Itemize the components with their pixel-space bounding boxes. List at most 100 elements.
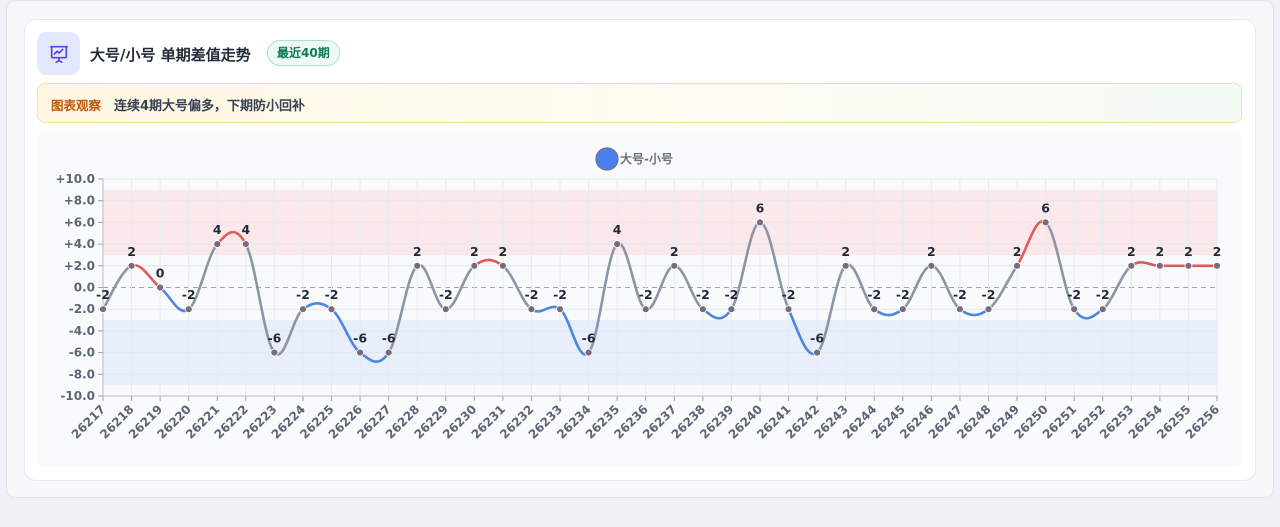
data-label: 2 [1156,244,1165,259]
data-label: -2 [1096,287,1110,302]
data-point [813,348,822,357]
data-point [584,348,593,357]
data-label: 2 [413,244,422,259]
data-label: 2 [670,244,679,259]
data-point [299,305,307,314]
data-point [213,240,222,248]
data-point [470,261,479,270]
data-label: -2 [325,287,339,302]
data-label: 4 [213,222,222,237]
legend-swatch [595,147,619,171]
series-line-segment [301,301,333,311]
y-tick-label: +10.0 [55,172,95,186]
series-line-segment [958,307,990,317]
data-label: -6 [810,331,824,346]
data-label: -6 [353,331,367,346]
data-point [1184,261,1193,270]
series-line-segment [1072,307,1105,320]
legend-label: 大号-小号 [620,151,673,166]
data-label: -6 [582,331,596,346]
y-tick-label: +2.0 [64,259,95,273]
y-tick-label: -10.0 [60,389,95,403]
observation-text: 连续4期大号偏多，下期防小回补 [114,99,306,114]
data-label: -6 [382,331,396,346]
y-tick-label: +4.0 [64,237,95,251]
y-tick-label: -4.0 [69,324,95,338]
series-line-segment [1130,261,1162,268]
data-label: 4 [241,222,250,237]
data-label: 2 [470,244,479,259]
data-label: -2 [639,287,653,302]
data-label: -2 [439,287,453,302]
data-point [156,283,165,292]
data-point [270,348,279,357]
data-label: -6 [267,331,281,346]
series-line-segment [701,307,733,320]
data-label: -2 [296,287,310,302]
y-tick-label: -2.0 [69,302,95,316]
series-line-segment [473,258,505,268]
data-label: 4 [613,222,622,237]
series-line-segment [815,264,847,354]
series-line-segment [387,264,419,354]
data-label: 2 [499,244,508,259]
data-label: -2 [553,287,567,302]
observation-banner: 图表观察 连续4期大号偏多，下期防小回补 [37,83,1242,123]
data-label: 2 [1013,244,1022,259]
data-label: 2 [1127,244,1136,259]
data-point [1127,261,1136,270]
data-label: -2 [982,287,996,302]
data-point [99,305,107,314]
data-point [613,240,622,248]
y-tick-label: -6.0 [69,346,95,360]
y-tick-label: +8.0 [64,194,95,208]
data-label: 2 [1184,244,1193,259]
data-point [898,305,907,314]
data-label: 2 [841,244,850,259]
chart-area: +10.0 +8.0 +6.0 +4.0 +2.0 0.0 -2.0 -4.0 -6.0 -8.0… [37,131,1242,467]
observation-label: 图表观察 [51,98,102,113]
data-point [1041,218,1050,227]
y-tick-label: 0.0 [74,281,95,295]
data-point [127,261,136,270]
data-point [984,305,993,314]
data-point [241,240,250,248]
data-point [1013,261,1021,270]
data-point [356,348,364,357]
chart-title: 大号/小号 单期差值走势 [90,46,251,64]
series-line-segment [730,221,762,311]
data-label: 2 [927,244,936,259]
data-point [384,348,393,357]
y-tick-label: +6.0 [64,215,95,229]
data-point [641,305,650,314]
data-label: -2 [1067,287,1081,302]
data-label: 6 [756,200,765,215]
data-point [498,261,507,270]
data-label: 2 [1213,244,1222,259]
data-point [698,305,707,314]
data-label: -2 [867,287,881,302]
data-point [756,218,764,227]
data-point [870,305,879,314]
data-label: -2 [696,287,710,302]
line-chart: +10.0 +8.0 +6.0 +4.0 +2.0 0.0 -2.0 -4.0 -6.0 -8.0… [55,147,1222,442]
data-point [527,305,536,314]
data-label: 6 [1041,200,1050,215]
data-point [784,305,793,314]
data-label: -2 [525,287,539,302]
data-point [441,305,450,314]
data-point [413,261,422,270]
data-label: 0 [156,266,165,281]
data-point [927,261,936,270]
series-line-segment [187,242,219,311]
series-line-segment [587,242,619,354]
period-badge: 最近40期 [267,40,340,66]
y-tick-label: -8.0 [69,367,95,381]
data-point [956,305,964,314]
data-label: -2 [182,287,196,302]
data-label: -2 [782,287,796,302]
data-point [327,305,336,314]
data-point [1070,305,1079,314]
data-point [1213,261,1221,270]
data-point [670,261,679,270]
